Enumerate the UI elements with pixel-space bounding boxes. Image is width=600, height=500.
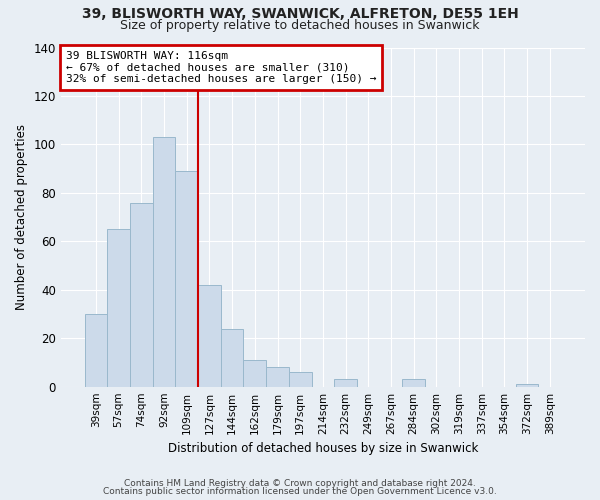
X-axis label: Distribution of detached houses by size in Swanwick: Distribution of detached houses by size …	[168, 442, 478, 455]
Bar	[516, 384, 538, 386]
Bar	[198, 285, 221, 386]
Bar	[85, 314, 107, 386]
Bar	[289, 372, 311, 386]
Text: 39, BLISWORTH WAY, SWANWICK, ALFRETON, DE55 1EH: 39, BLISWORTH WAY, SWANWICK, ALFRETON, D…	[82, 8, 518, 22]
Text: 39 BLISWORTH WAY: 116sqm
← 67% of detached houses are smaller (310)
32% of semi-: 39 BLISWORTH WAY: 116sqm ← 67% of detach…	[66, 51, 377, 84]
Bar	[266, 368, 289, 386]
Bar	[107, 229, 130, 386]
Bar	[403, 380, 425, 386]
Text: Contains public sector information licensed under the Open Government Licence v3: Contains public sector information licen…	[103, 487, 497, 496]
Bar	[152, 137, 175, 386]
Text: Contains HM Land Registry data © Crown copyright and database right 2024.: Contains HM Land Registry data © Crown c…	[124, 478, 476, 488]
Bar	[244, 360, 266, 386]
Bar	[221, 328, 244, 386]
Bar	[175, 171, 198, 386]
Bar	[334, 380, 357, 386]
Bar	[130, 202, 152, 386]
Text: Size of property relative to detached houses in Swanwick: Size of property relative to detached ho…	[120, 19, 480, 32]
Y-axis label: Number of detached properties: Number of detached properties	[15, 124, 28, 310]
